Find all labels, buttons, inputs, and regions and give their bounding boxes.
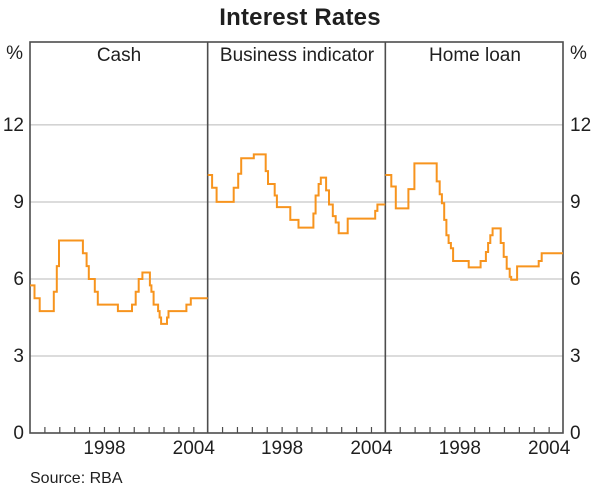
y-tick-label-left-9: 9 <box>13 192 24 213</box>
panel-label-business-indicator: Business indicator <box>219 45 375 66</box>
y-tick-label-right-12: 12 <box>570 115 591 136</box>
y-tick-label-left-0: 0 <box>13 423 24 444</box>
series-home-loan <box>385 162 563 281</box>
plot-frame <box>29 41 564 434</box>
panel-label-home-loan: Home loan <box>429 45 521 66</box>
unit-label-left: % <box>6 43 23 64</box>
x-tick-label-1998: 1998 <box>261 438 303 459</box>
y-tick-label-right-3: 3 <box>570 346 581 367</box>
x-tick-label-1998: 1998 <box>439 438 481 459</box>
source-note: Source: RBA <box>30 470 123 487</box>
x-tick-label-2004: 2004 <box>528 438 571 459</box>
y-tick-label-left-12: 12 <box>3 115 24 136</box>
panel-label-cash: Cash <box>96 45 142 66</box>
y-tick-label-left-3: 3 <box>13 346 24 367</box>
x-tick-label-2004: 2004 <box>350 438 393 459</box>
series-business-indicator <box>207 153 386 235</box>
x-tick-label-2004: 2004 <box>173 438 216 459</box>
x-tick-label-1998: 1998 <box>83 438 125 459</box>
y-tick-label-left-6: 6 <box>13 269 24 290</box>
y-tick-label-right-6: 6 <box>570 269 581 290</box>
unit-label-right: % <box>570 43 587 64</box>
y-tick-label-right-0: 0 <box>570 423 581 444</box>
chart-title: Interest Rates <box>219 4 381 31</box>
series-cash <box>30 239 208 325</box>
y-tick-label-right-9: 9 <box>570 192 581 213</box>
